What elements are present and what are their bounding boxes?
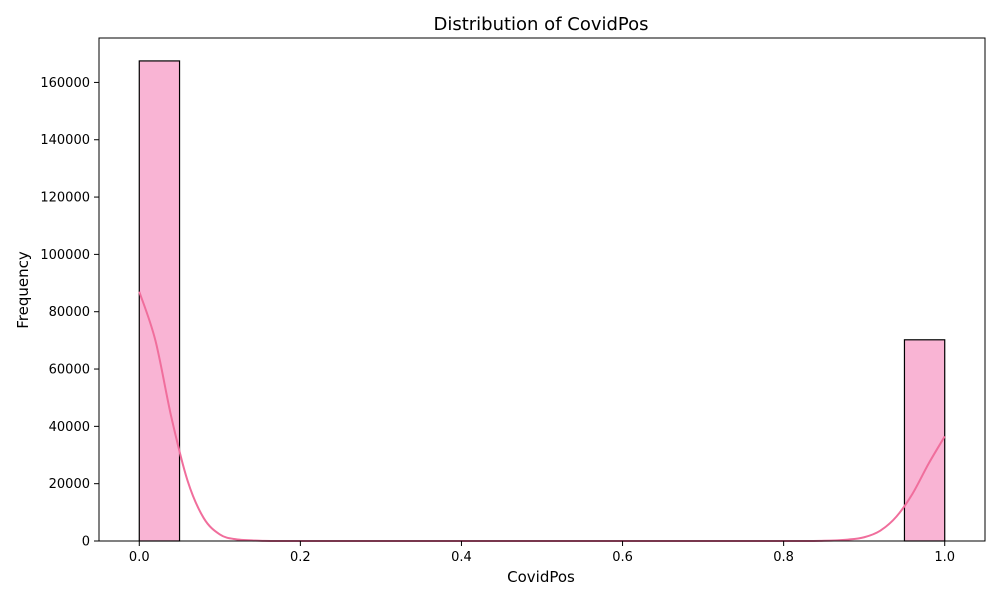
y-tick-label: 0 [82, 535, 90, 550]
y-tick-label: 140000 [40, 133, 90, 148]
x-axis: 0.0 0.2 0.4 0.6 0.8 1.0 [129, 541, 955, 565]
x-tick-label: 0.4 [451, 550, 472, 565]
y-axis: 0 20000 40000 60000 80000 100000 120000 140000 1… [40, 76, 99, 550]
bars-layer [138, 60, 946, 542]
x-tick-label: 1.0 [934, 550, 955, 565]
y-tick-label: 120000 [40, 191, 90, 206]
y-tick-label: 160000 [40, 76, 90, 91]
y-axis-label: Frequency [14, 251, 32, 329]
y-tick-label: 40000 [49, 420, 90, 435]
x-tick-label: 0.8 [773, 550, 794, 565]
y-tick-label: 80000 [49, 305, 90, 320]
y-tick-label: 100000 [40, 248, 90, 263]
plot-frame [98, 37, 986, 542]
chart-title: Distribution of CovidPos [433, 14, 648, 35]
y-tick-label: 20000 [49, 477, 90, 492]
y-tick-label: 60000 [49, 363, 90, 378]
kde-line [138, 291, 946, 542]
histogram-bar-1 [903, 339, 946, 542]
kde-layer [138, 291, 946, 542]
x-tick-label: 0.6 [612, 550, 633, 565]
histogram-bar-0 [138, 60, 181, 542]
x-tick-label: 0.0 [129, 550, 150, 565]
x-tick-label: 0.2 [290, 550, 311, 565]
x-axis-label: CovidPos [507, 568, 575, 586]
